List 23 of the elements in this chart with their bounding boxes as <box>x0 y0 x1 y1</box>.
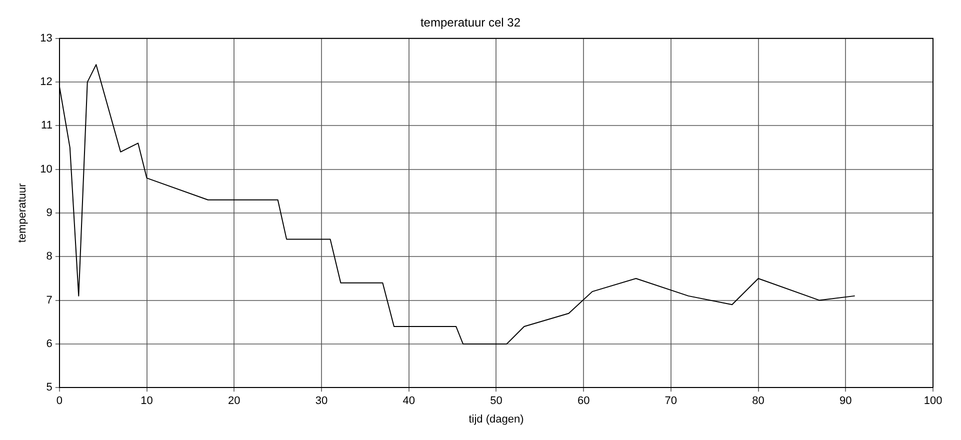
x-tick-label: 100 <box>924 395 942 408</box>
x-tick-label: 40 <box>402 395 415 408</box>
y-tick-label: 6 <box>46 338 52 350</box>
x-tick-label: 70 <box>664 395 678 408</box>
x-tick-label: 10 <box>140 395 153 408</box>
y-tick-label: 11 <box>41 120 52 132</box>
x-tick-label: 60 <box>577 395 590 408</box>
y-tick-label: 13 <box>40 32 52 44</box>
x-tick-label: 30 <box>315 395 328 408</box>
x-tick-label: 90 <box>840 395 852 408</box>
y-tick-label: 10 <box>40 163 52 176</box>
x-tick-label: 50 <box>490 395 502 408</box>
chart-title: temperatuur cel 32 <box>420 16 521 30</box>
y-tick-label: 8 <box>46 250 52 263</box>
y-tick-label: 5 <box>46 382 52 394</box>
y-axis-title: temperatuur <box>16 183 29 243</box>
x-tick-label: 0 <box>56 395 62 408</box>
x-tick-label: 20 <box>228 395 240 408</box>
y-tick-label: 7 <box>46 294 52 306</box>
y-tick-label: 12 <box>40 76 52 88</box>
y-tick-label: 9 <box>46 207 52 220</box>
x-axis-title: tijd (dagen) <box>468 413 524 426</box>
x-tick-label: 80 <box>752 395 764 408</box>
